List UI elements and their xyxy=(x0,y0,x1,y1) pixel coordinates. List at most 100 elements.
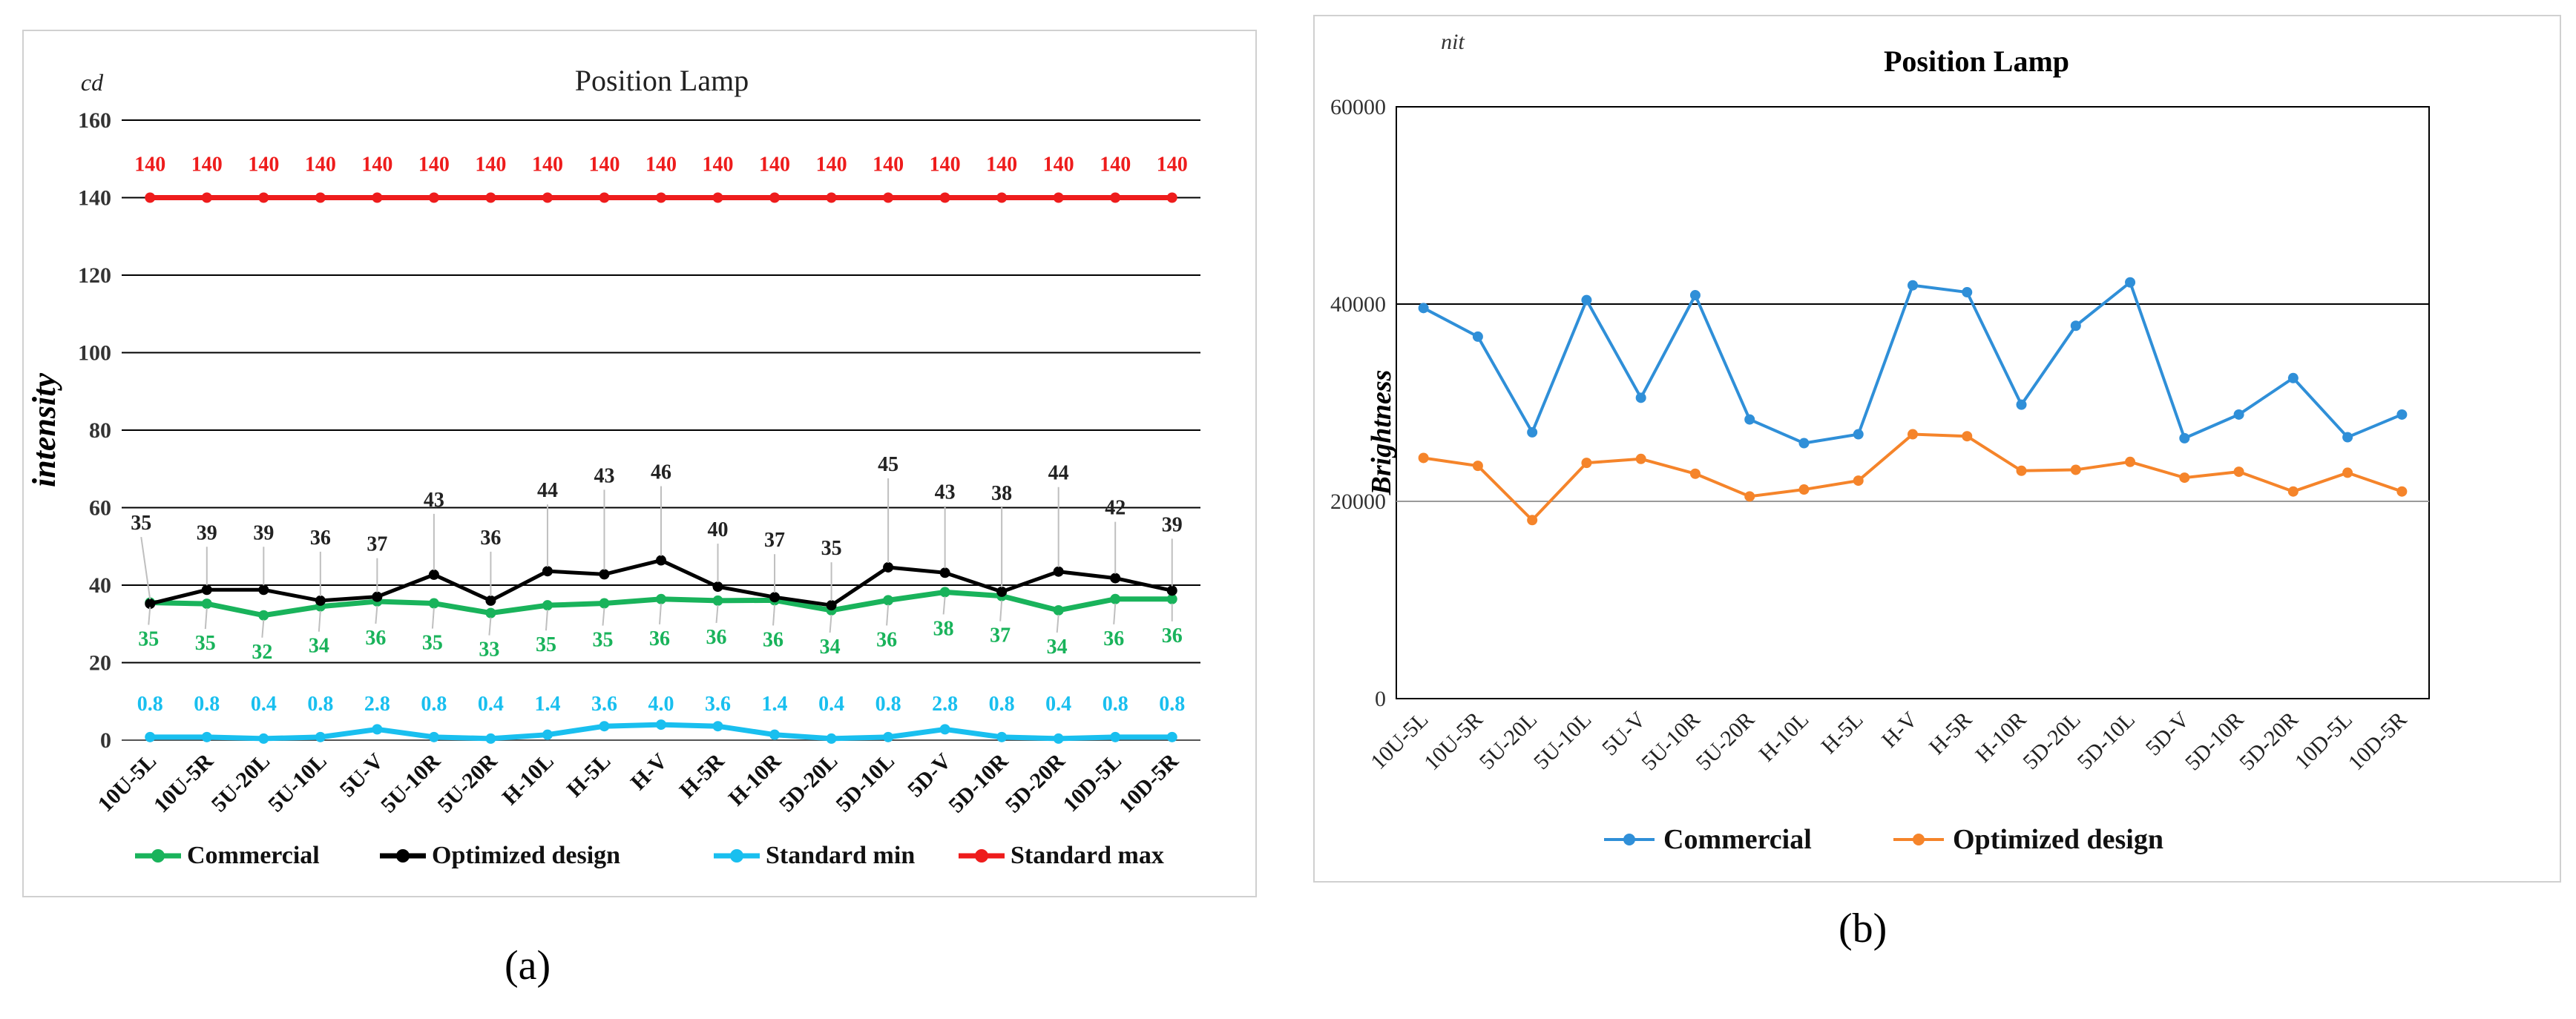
chart-a-point-standard-min-5u-v xyxy=(372,724,383,735)
chart-a-data-label-standard-min-h-v: 4.0 xyxy=(648,693,674,716)
chart-a-leader-commercial-5d-10r xyxy=(999,600,1003,621)
chart-a-point-standard-max-5d-10r xyxy=(996,192,1008,203)
chart-a-data-label-commercial-5d-20l: 34 xyxy=(820,636,841,659)
chart-a-data-label-standard-min-5u-20l: 0.4 xyxy=(251,693,277,716)
chart-a-point-standard-max-h-v xyxy=(656,192,666,203)
chart-a-data-label-optimized-design-10d-5l: 42 xyxy=(1105,497,1126,520)
chart-a-data-label-standard-min-5u-20r: 0.4 xyxy=(478,693,504,716)
chart-a-point-standard-min-10u-5l xyxy=(145,731,156,742)
chart-a-point-standard-min-5d-10l xyxy=(883,731,894,742)
chart-b-x-tick-h-10l: H-10L xyxy=(1755,708,1814,767)
chart-b-point-optimized-design-5d-10r xyxy=(2233,466,2244,478)
chart-a-x-tick-h-10l: H-10L xyxy=(498,749,559,810)
chart-a-x-tick-5u-10l: 5U-10L xyxy=(263,749,332,817)
chart-a-point-optimized-design-5u-20r xyxy=(485,595,496,606)
chart-b-point-optimized-design-5u-10r xyxy=(1689,468,1701,479)
chart-a-data-label-standard-max-5u-20l: 140 xyxy=(248,154,279,177)
chart-a-leader-commercial-10u-5l xyxy=(148,607,151,625)
chart-a-point-commercial-5u-20r xyxy=(485,607,496,619)
chart-a-point-standard-min-5d-20r xyxy=(1053,733,1064,744)
chart-a-point-optimized-design-5u-10l xyxy=(315,595,326,606)
chart-a-data-label-standard-max-5u-10l: 140 xyxy=(305,154,336,177)
chart-a-leader-commercial-10u-5r xyxy=(204,608,208,630)
chart-a-point-standard-max-10d-5l xyxy=(1110,192,1121,203)
chart-b-legend-label-commercial: Commercial xyxy=(1663,824,1812,855)
chart-a-data-label-commercial-5u-20r: 33 xyxy=(479,639,499,662)
chart-b-point-commercial-5d-v xyxy=(2179,432,2190,443)
chart-a-data-label-commercial-5d-10l: 36 xyxy=(876,628,897,651)
chart-b-y-tick-40000: 40000 xyxy=(1330,292,1386,317)
chart-a-data-label-standard-max-5d-10l: 140 xyxy=(873,154,904,177)
chart-b-x-tick-10u-5r: 10U-5R xyxy=(1419,708,1488,776)
chart-a-data-label-commercial-5d-10r: 37 xyxy=(990,624,1011,647)
chart-b-point-optimized-design-h-10r xyxy=(2016,465,2027,476)
chart-a-data-label-optimized-design-5d-20r: 44 xyxy=(1048,462,1069,485)
panel-label-a: (a) xyxy=(505,943,551,989)
chart-a-x-tick-5d-10r: 5D-10R xyxy=(944,748,1013,817)
chart-b-legend-marker-commercial xyxy=(1623,834,1635,845)
chart-a-data-label-standard-max-h-5r: 140 xyxy=(703,154,734,177)
chart-a-data-label-standard-min-10d-5l: 0.8 xyxy=(1103,693,1128,716)
chart-a-data-label-commercial-h-10l: 35 xyxy=(536,633,556,656)
chart-a-x-tick-h-5l: H-5L xyxy=(562,749,616,802)
chart-b-unit-label: nit xyxy=(1441,30,1465,54)
chart-a-point-standard-min-10u-5r xyxy=(201,731,212,742)
chart-a-data-label-standard-max-10u-5l: 140 xyxy=(134,154,165,177)
chart-b-point-commercial-5d-10r xyxy=(2233,409,2244,420)
chart-a-data-label-standard-max-10d-5l: 140 xyxy=(1100,154,1131,177)
chart-b-x-tick-h-5r: H-5R xyxy=(1925,708,1977,759)
chart-a-data-label-standard-max-5u-v: 140 xyxy=(361,154,392,177)
chart-a-data-label-commercial-5d-v: 38 xyxy=(933,617,954,640)
chart-b-line-optimized-design xyxy=(1423,432,2403,523)
chart-a-data-label-commercial-10d-5l: 36 xyxy=(1103,627,1124,650)
chart-a-point-commercial-10d-5r xyxy=(1166,593,1177,604)
chart-b-legend-label-optimized-design: Optimized design xyxy=(1953,824,2163,855)
chart-panel-b: Position Lamp nit Brightness 0 20000 40000 600… xyxy=(1313,15,2561,883)
chart-b-point-commercial-5u-20r xyxy=(1744,414,1755,425)
chart-a-data-label-commercial-5u-v: 36 xyxy=(365,627,386,650)
chart-a-data-label-commercial-h-10r: 36 xyxy=(763,628,783,651)
chart-a-y-tick-80: 80 xyxy=(89,418,111,443)
chart-b-x-tick-5u-10l: 5U-10L xyxy=(1529,708,1596,774)
chart-a-point-optimized-design-h-10r xyxy=(769,592,781,603)
chart-b-point-optimized-design-10u-5r xyxy=(1472,461,1483,472)
chart-a-data-label-commercial-h-5l: 35 xyxy=(592,629,613,652)
chart-a-data-label-optimized-design-5u-v: 37 xyxy=(367,533,387,556)
chart-a-leader-commercial-5d-20r xyxy=(1056,614,1059,633)
chart-a-point-standard-max-10u-5l xyxy=(145,192,156,203)
chart-b-point-optimized-design-10d-5l xyxy=(2342,467,2353,478)
chart-a-point-standard-max-h-5l xyxy=(599,192,610,203)
chart-a-data-label-standard-max-5u-20r: 140 xyxy=(475,154,506,177)
chart-a-data-label-standard-max-10d-5r: 140 xyxy=(1157,154,1188,177)
chart-a-data-label-optimized-design-h-5l: 43 xyxy=(594,464,614,487)
chart-a-data-label-optimized-design-h-10r: 37 xyxy=(764,529,785,552)
chart-a-data-label-standard-min-h-5r: 3.6 xyxy=(705,693,731,716)
chart-a-leader-commercial-h-10r xyxy=(772,604,776,626)
chart-a-leader-commercial-10d-5l xyxy=(1113,603,1117,624)
chart-b-point-optimized-design-5u-20l xyxy=(1527,515,1538,526)
chart-a-data-label-optimized-design-10d-5r: 39 xyxy=(1162,513,1183,536)
chart-b-point-optimized-design-5d-10l xyxy=(2125,456,2136,467)
chart-a-point-standard-max-5d-20r xyxy=(1053,192,1064,203)
chart-a-title: Position Lamp xyxy=(575,64,749,97)
chart-a-data-label-optimized-design-5u-10r: 43 xyxy=(424,489,444,512)
chart-a-data-label-optimized-design-5d-10r: 38 xyxy=(991,482,1012,505)
chart-b-point-commercial-10d-5r xyxy=(2396,409,2408,420)
chart-a-data-label-commercial-5u-10r: 35 xyxy=(422,632,443,655)
chart-a-point-optimized-design-5d-10l xyxy=(883,561,894,573)
chart-a-point-optimized-design-h-5r xyxy=(712,581,723,593)
chart-a-leader-commercial-5u-10r xyxy=(431,607,435,629)
chart-a-point-standard-max-5d-20l xyxy=(826,192,837,203)
chart-a-x-tick-5u-20r: 5U-20R xyxy=(433,748,502,817)
chart-b-point-optimized-design-h-10l xyxy=(1798,484,1810,495)
chart-a-unit-label: cd xyxy=(81,69,104,96)
chart-a-point-standard-min-5u-10l xyxy=(315,731,326,742)
chart-b-y-axis-title: Brightness xyxy=(1366,370,1397,496)
chart-a-leader-commercial-5u-v xyxy=(375,605,378,624)
chart-a-x-tick-5d-20l: 5D-20L xyxy=(775,749,843,817)
chart-a-data-label-optimized-design-5d-10l: 45 xyxy=(878,453,898,476)
chart-a-x-tick-5u-v: 5U-V xyxy=(335,748,389,802)
chart-a-data-label-optimized-design-10u-5l: 35 xyxy=(131,512,151,535)
chart-b-point-commercial-h-5r xyxy=(1962,287,1973,298)
chart-b-x-tick-h-v: H-V xyxy=(1877,707,1922,752)
